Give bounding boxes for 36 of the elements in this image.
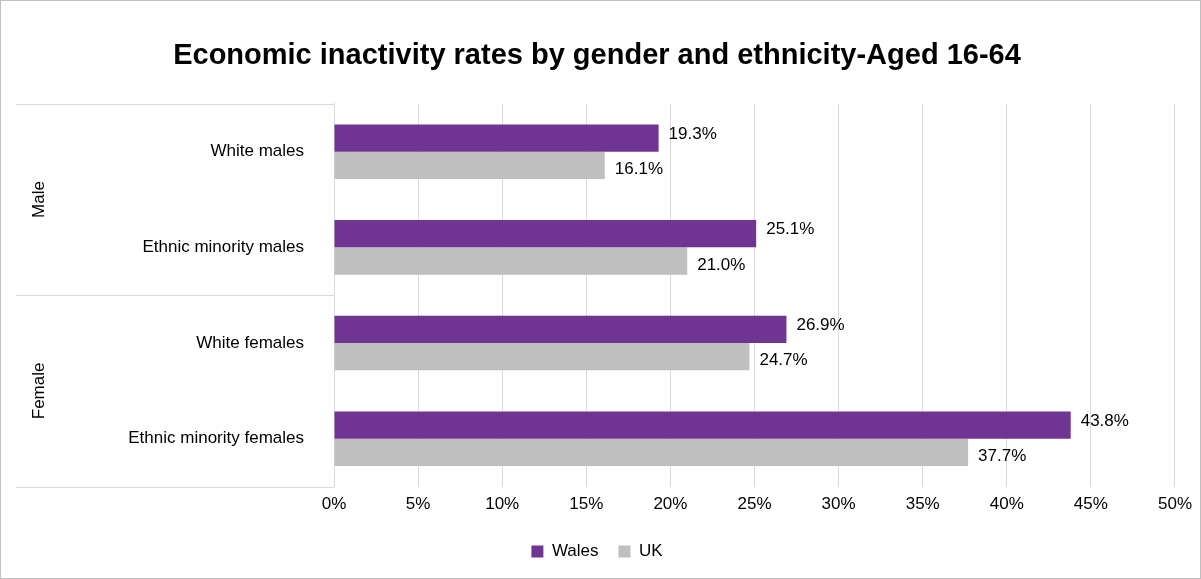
data-label: 16.1% — [614, 158, 663, 178]
data-label: 19.3% — [668, 123, 717, 143]
data-label: 26.9% — [796, 315, 845, 335]
y-tick-label: Ethnic minority males — [142, 237, 304, 257]
bar — [334, 124, 659, 152]
y-tick-label: Ethnic minority females — [128, 428, 304, 448]
x-tick-label: 45% — [1073, 494, 1108, 514]
data-label: 43.8% — [1080, 410, 1129, 430]
x-tick-label: 15% — [569, 494, 604, 514]
data-label: 21.0% — [697, 254, 746, 274]
data-label: 24.7% — [759, 350, 808, 370]
x-tick-label: 40% — [989, 494, 1024, 514]
bar — [334, 315, 787, 344]
x-tick-label: 30% — [821, 494, 856, 514]
legend-label: Wales — [551, 541, 599, 561]
bar — [334, 438, 969, 467]
data-label: 25.1% — [766, 219, 815, 239]
bar — [334, 151, 605, 179]
bar — [334, 247, 688, 275]
x-tick-label: 0% — [321, 494, 347, 514]
x-tick-label: 25% — [737, 494, 772, 514]
text: Female — [28, 362, 48, 420]
x-tick-label: 50% — [1157, 494, 1192, 514]
bar — [334, 343, 750, 371]
x-tick-label: 35% — [905, 494, 940, 514]
bar — [334, 411, 1071, 439]
y-tick-label: White females — [196, 332, 304, 352]
chart-title: Economic inactivity rates by gender and ethnicity-Aged 16-64 — [173, 38, 1021, 71]
data-label: 37.7% — [978, 446, 1027, 466]
x-tick-label: 20% — [653, 494, 688, 514]
bar — [334, 220, 757, 248]
x-tick-label: 10% — [485, 494, 520, 514]
y-tick-label: White males — [210, 141, 304, 161]
text: Male — [28, 181, 48, 218]
x-tick-label: 5% — [405, 494, 431, 514]
legend-label: UK — [638, 541, 664, 561]
